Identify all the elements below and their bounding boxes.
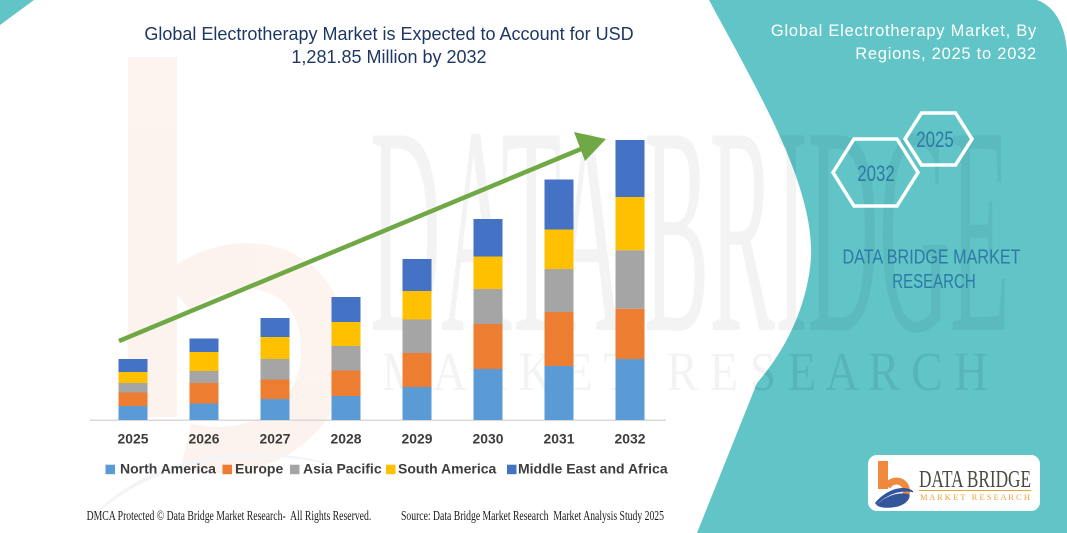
svg-text:DMCA Protected © Data Bridge M: DMCA Protected © Data Bridge Market Rese…	[87, 508, 372, 523]
svg-text:2029: 2029	[402, 430, 433, 446]
svg-text:M A R K E T R E S E A R C H: M A R K E T R E S E A R C H	[920, 492, 1030, 502]
svg-text:2032: 2032	[615, 430, 646, 446]
svg-text:South America: South America	[398, 461, 496, 477]
svg-text:Europe: Europe	[235, 461, 283, 477]
svg-text:2027: 2027	[260, 430, 291, 446]
svg-text:2028: 2028	[331, 430, 362, 446]
svg-text:2025: 2025	[916, 127, 953, 152]
svg-text:2032: 2032	[857, 161, 894, 186]
svg-text:RESEARCH: RESEARCH	[892, 270, 975, 293]
svg-text:DATA BRIDGE MARKET: DATA BRIDGE MARKET	[843, 245, 1021, 268]
svg-text:Asia Pacific: Asia Pacific	[303, 461, 382, 477]
svg-text:North America: North America	[120, 461, 216, 477]
svg-text:2030: 2030	[473, 430, 504, 446]
svg-text:2031: 2031	[544, 430, 575, 446]
svg-text:Middle East and Africa: Middle East and Africa	[518, 461, 668, 477]
svg-text:DATA BRIDGE: DATA BRIDGE	[919, 467, 1031, 493]
svg-text:2026: 2026	[189, 430, 220, 446]
svg-text:Source: Data Bridge Market Res: Source: Data Bridge Market Research Mark…	[401, 508, 664, 523]
svg-text:2025: 2025	[118, 430, 149, 446]
